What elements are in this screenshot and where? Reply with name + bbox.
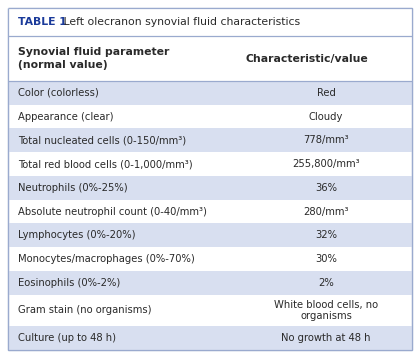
Bar: [8, 326, 412, 350]
Text: Appearance (clear): Appearance (clear): [18, 112, 113, 122]
Text: Red: Red: [317, 88, 336, 98]
Text: 30%: 30%: [315, 254, 337, 264]
Text: Eosinophils (0%-2%): Eosinophils (0%-2%): [18, 278, 120, 288]
Text: Monocytes/macrophages (0%-70%): Monocytes/macrophages (0%-70%): [18, 254, 195, 264]
Text: Gram stain (no organisms): Gram stain (no organisms): [18, 305, 152, 315]
Text: Characteristic/value: Characteristic/value: [245, 53, 368, 63]
Text: Left olecranon synovial fluid characteristics: Left olecranon synovial fluid characteri…: [60, 17, 300, 27]
Text: 32%: 32%: [315, 230, 337, 240]
Text: 2%: 2%: [318, 278, 334, 288]
Text: White blood cells, no
organisms: White blood cells, no organisms: [274, 300, 378, 321]
Text: 280/mm³: 280/mm³: [303, 207, 349, 217]
Text: Neutrophils (0%-25%): Neutrophils (0%-25%): [18, 183, 128, 193]
Text: Total nucleated cells (0-150/mm³): Total nucleated cells (0-150/mm³): [18, 135, 186, 145]
Bar: [8, 81, 412, 105]
Bar: [8, 129, 412, 152]
Bar: [8, 176, 412, 200]
Text: Total red blood cells (0-1,000/mm³): Total red blood cells (0-1,000/mm³): [18, 159, 193, 169]
Bar: [8, 223, 412, 247]
Text: Absolute neutrophil count (0-40/mm³): Absolute neutrophil count (0-40/mm³): [18, 207, 207, 217]
Text: Cloudy: Cloudy: [309, 112, 343, 122]
Bar: [8, 271, 412, 295]
Text: 36%: 36%: [315, 183, 337, 193]
Text: Culture (up to 48 h): Culture (up to 48 h): [18, 333, 116, 343]
Text: Lymphocytes (0%-20%): Lymphocytes (0%-20%): [18, 230, 136, 240]
Text: Color (colorless): Color (colorless): [18, 88, 99, 98]
Text: TABLE 1: TABLE 1: [18, 17, 67, 27]
Text: 255,800/mm³: 255,800/mm³: [292, 159, 360, 169]
Bar: [8, 36, 412, 81]
Text: Synovial fluid parameter
(normal value): Synovial fluid parameter (normal value): [18, 47, 169, 70]
Text: 778/mm³: 778/mm³: [303, 135, 349, 145]
Text: No growth at 48 h: No growth at 48 h: [281, 333, 371, 343]
Bar: [8, 8, 412, 36]
